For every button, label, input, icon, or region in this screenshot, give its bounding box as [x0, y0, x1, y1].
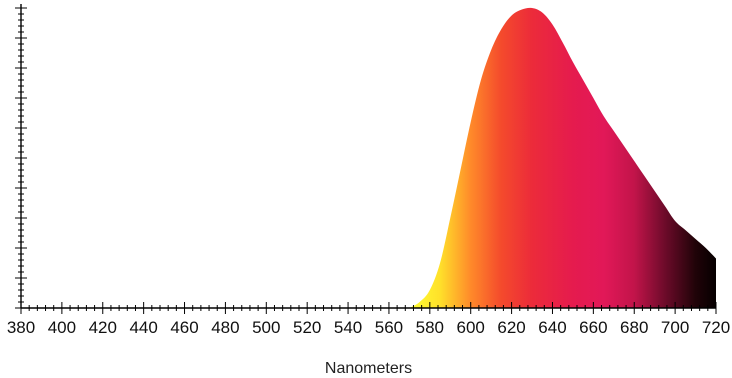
x-axis-ticks — [20, 302, 717, 314]
x-tick-label: 460 — [170, 318, 198, 337]
x-tick-label: 620 — [497, 318, 525, 337]
x-tick-label: 600 — [457, 318, 485, 337]
x-tick-label: 520 — [293, 318, 321, 337]
x-tick-label: 400 — [48, 318, 76, 337]
x-tick-label: 380 — [7, 318, 35, 337]
axis-layer — [20, 4, 716, 309]
y-axis-ticks — [15, 7, 27, 309]
x-tick-label: 480 — [211, 318, 239, 337]
x-tick-label: 580 — [416, 318, 444, 337]
area-layer — [409, 7, 716, 309]
x-axis-title: Nanometers — [325, 360, 412, 377]
x-tick-label: 720 — [702, 318, 730, 337]
x-tick-label: 420 — [89, 318, 117, 337]
x-tick-label: 540 — [334, 318, 362, 337]
x-tick-label: 640 — [538, 318, 566, 337]
x-tick-label: 560 — [375, 318, 403, 337]
spectrum-area — [409, 7, 716, 309]
x-tick-label: 440 — [129, 318, 157, 337]
x-tick-label: 680 — [620, 318, 648, 337]
x-axis-tick-labels: 380 400 420 440 460 480 500 520 540 560 580 600 620 6… — [7, 318, 730, 337]
x-tick-label: 500 — [252, 318, 280, 337]
x-tick-label: 700 — [661, 318, 689, 337]
x-tick-label: 660 — [579, 318, 607, 337]
